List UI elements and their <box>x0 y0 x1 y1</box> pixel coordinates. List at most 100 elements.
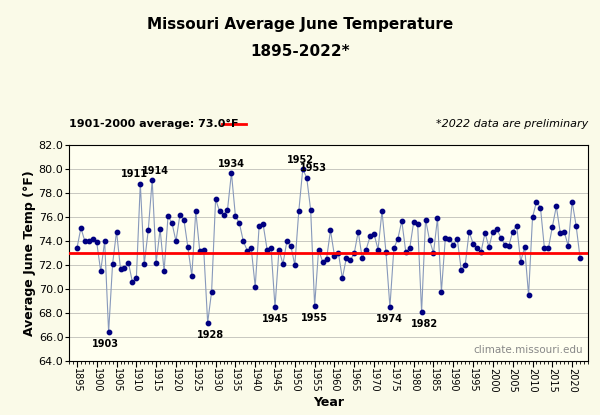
Point <box>290 262 299 269</box>
Point <box>310 303 319 309</box>
Point <box>203 320 212 326</box>
Point <box>270 304 280 310</box>
Point <box>155 226 165 232</box>
Point <box>369 231 379 237</box>
Point <box>346 257 355 264</box>
Text: 1895-2022*: 1895-2022* <box>250 44 350 59</box>
Point <box>112 228 121 235</box>
Point <box>548 223 557 230</box>
Point <box>163 212 173 219</box>
Point <box>365 233 375 240</box>
Point <box>143 227 153 234</box>
Point <box>131 275 141 282</box>
Point <box>373 246 383 253</box>
X-axis label: Year: Year <box>313 395 344 408</box>
Point <box>568 198 577 205</box>
Text: 1953: 1953 <box>300 164 327 173</box>
Text: climate.missouri.edu: climate.missouri.edu <box>473 344 583 354</box>
Point <box>460 262 470 269</box>
Point <box>472 245 482 251</box>
Text: 1903: 1903 <box>92 339 119 349</box>
Point <box>334 250 343 256</box>
Point <box>401 249 410 255</box>
Point <box>199 246 209 253</box>
Text: 1934: 1934 <box>218 159 245 168</box>
Text: 1982: 1982 <box>411 319 438 329</box>
Point <box>405 245 415 251</box>
Point <box>440 234 450 241</box>
Point <box>563 243 573 249</box>
Point <box>167 220 177 227</box>
Point <box>536 204 545 211</box>
Point <box>452 235 462 242</box>
Point <box>353 228 363 235</box>
Point <box>389 245 398 251</box>
Point <box>349 250 359 256</box>
Point <box>381 249 391 255</box>
Point <box>302 174 311 181</box>
Point <box>385 304 395 310</box>
Point <box>469 240 478 247</box>
Point <box>492 226 502 232</box>
Point <box>397 217 407 224</box>
Point <box>151 259 161 266</box>
Point <box>230 212 240 219</box>
Text: 1974: 1974 <box>376 314 403 324</box>
Point <box>211 196 220 203</box>
Point <box>179 216 188 223</box>
Point <box>329 252 339 259</box>
Point <box>476 249 486 255</box>
Text: *2022 data are preliminary: *2022 data are preliminary <box>436 119 588 129</box>
Point <box>278 261 288 267</box>
Point <box>421 216 430 223</box>
Point <box>159 268 169 274</box>
Point <box>480 229 490 236</box>
Point <box>250 283 260 290</box>
Point <box>124 259 133 266</box>
Point <box>274 246 284 253</box>
Point <box>500 242 509 248</box>
Point <box>104 329 113 336</box>
Point <box>556 229 565 236</box>
Point <box>128 278 137 285</box>
Point <box>242 247 252 254</box>
Point <box>262 246 272 253</box>
Point <box>286 243 296 249</box>
Text: 1952: 1952 <box>286 155 313 165</box>
Point <box>417 309 427 315</box>
Point <box>575 255 585 261</box>
Point <box>72 245 82 251</box>
Point <box>80 238 89 244</box>
Point <box>139 261 149 267</box>
Point <box>413 221 422 228</box>
Point <box>195 247 205 254</box>
Point <box>551 203 561 210</box>
Point <box>148 177 157 183</box>
Y-axis label: Average June Temp (°F): Average June Temp (°F) <box>23 170 36 336</box>
Point <box>259 221 268 228</box>
Point <box>326 227 335 234</box>
Point <box>92 239 101 246</box>
Point <box>298 166 308 173</box>
Point <box>266 245 276 251</box>
Point <box>512 222 521 229</box>
Point <box>437 288 446 295</box>
Point <box>187 273 197 279</box>
Point <box>314 246 323 253</box>
Point <box>306 207 316 213</box>
Point <box>428 250 438 256</box>
Point <box>136 180 145 187</box>
Point <box>171 238 181 244</box>
Point <box>571 222 581 229</box>
Point <box>484 244 494 251</box>
Point <box>361 246 371 253</box>
Point <box>119 264 129 271</box>
Point <box>235 220 244 227</box>
Point <box>338 275 347 282</box>
Point <box>528 214 538 220</box>
Point <box>116 266 125 272</box>
Point <box>524 292 533 298</box>
Point <box>191 208 200 215</box>
Text: 1928: 1928 <box>197 330 224 339</box>
Point <box>464 228 474 235</box>
